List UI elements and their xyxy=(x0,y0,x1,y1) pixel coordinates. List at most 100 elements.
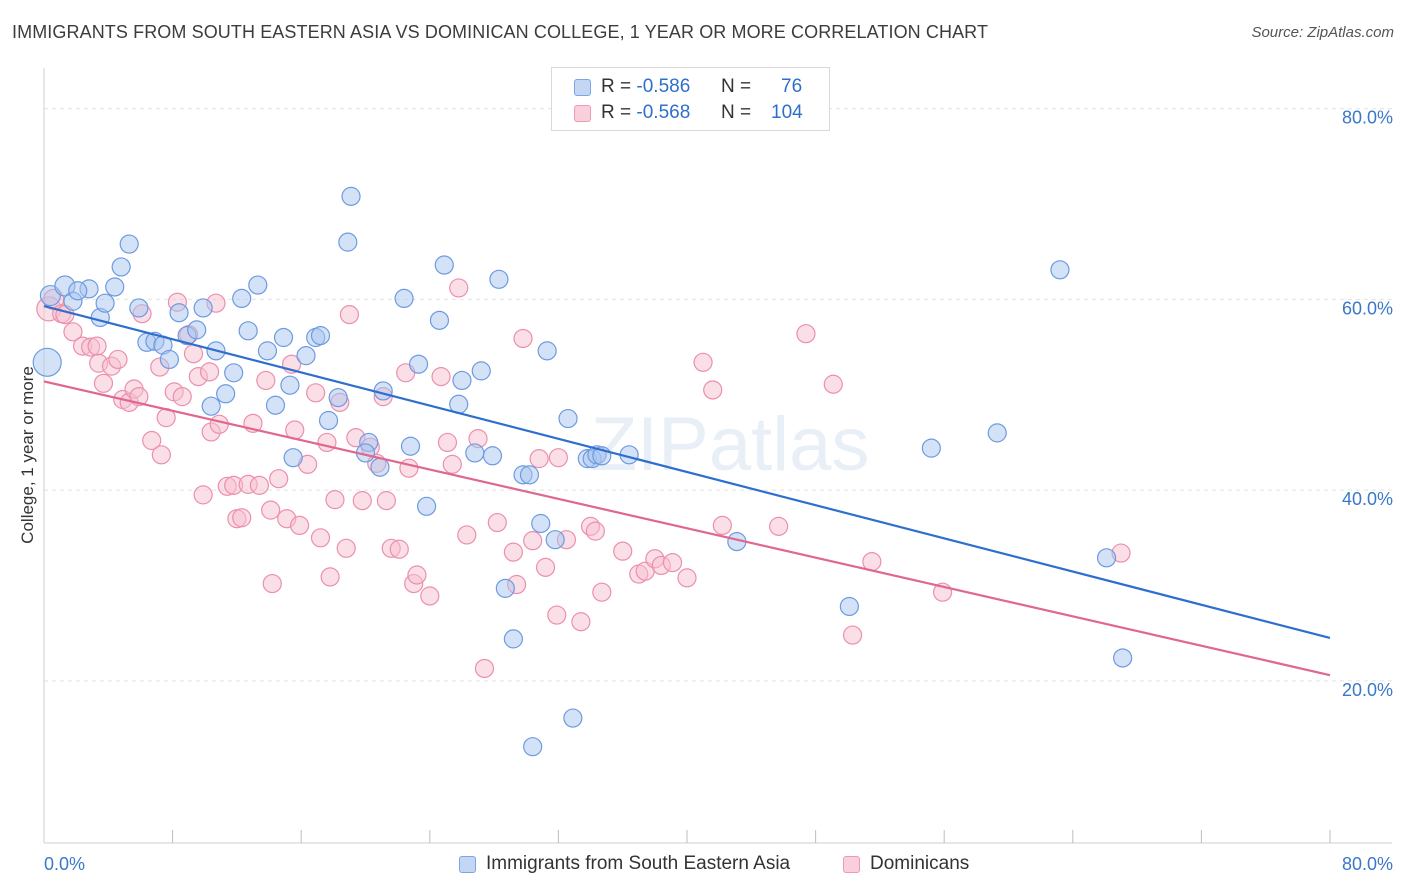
dominican-point xyxy=(108,349,128,370)
dominican-trend-line xyxy=(43,380,1331,677)
dominican-point xyxy=(407,565,427,585)
dominican-point xyxy=(376,491,396,511)
sea-point xyxy=(338,232,358,252)
sea-point xyxy=(452,370,472,391)
r-value: -0.586 xyxy=(636,76,691,97)
sea-point xyxy=(216,384,236,404)
n-label: N = xyxy=(721,102,752,123)
sea-point xyxy=(32,347,62,377)
dominican-point xyxy=(336,538,356,558)
correlation-legend: R = -0.586 N = 76 R = -0.568 N = 104 xyxy=(551,67,830,131)
dominican-point xyxy=(317,432,337,453)
r-label: R = xyxy=(601,102,632,123)
dominican-point xyxy=(249,475,270,495)
sea-point xyxy=(531,513,551,534)
sea-point xyxy=(283,448,303,468)
tick-labels: 20.0% 40.0% 60.0% 80.0% 0.0% 80.0% xyxy=(44,108,1393,874)
pink-swatch-icon xyxy=(574,104,591,122)
dominican-point xyxy=(585,521,605,541)
dominican-point xyxy=(437,432,458,453)
sea-point xyxy=(187,320,207,340)
dominican-point xyxy=(399,458,419,478)
dominican-point xyxy=(503,542,523,562)
sea-point xyxy=(111,257,131,277)
sea-point xyxy=(370,457,390,477)
dominican-point xyxy=(183,344,204,364)
x-tick-label: 80.0% xyxy=(1342,854,1393,874)
y-tick-label: 80.0% xyxy=(1342,108,1393,128)
sea-point xyxy=(201,396,221,416)
dominican-point xyxy=(842,625,863,645)
sea-point xyxy=(839,596,859,617)
sea-point xyxy=(434,255,454,275)
dominican-point xyxy=(352,491,372,511)
sea-points xyxy=(32,186,1133,757)
dominican-point xyxy=(87,336,107,356)
y-axis-label: College, 1 year or more xyxy=(18,366,37,544)
sea-point xyxy=(341,186,361,206)
chart-title: IMMIGRANTS FROM SOUTH EASTERN ASIA VS DO… xyxy=(12,22,989,42)
sea-point xyxy=(400,436,421,456)
sea-point xyxy=(416,496,437,516)
sea-point xyxy=(1096,548,1117,568)
dominican-point xyxy=(232,508,252,528)
sea-point xyxy=(193,298,213,318)
dominican-point xyxy=(269,469,289,489)
sea-point xyxy=(471,361,491,381)
dominican-point xyxy=(571,612,591,632)
dominican-point xyxy=(289,515,310,536)
sea-point xyxy=(265,395,286,415)
sea-point xyxy=(238,321,258,341)
r-label: R = xyxy=(601,76,632,97)
dominican-point xyxy=(474,658,495,679)
sea-point xyxy=(119,234,139,254)
dominican-point xyxy=(487,512,507,533)
dominican-point xyxy=(523,531,543,551)
sea-point xyxy=(296,346,316,366)
sea-point xyxy=(257,341,278,361)
legend-label: Immigrants from South Eastern Asia xyxy=(486,853,791,874)
sea-point xyxy=(921,438,941,458)
sea-point xyxy=(465,443,485,463)
x-tick-label: 0.0% xyxy=(44,854,85,874)
dominican-point xyxy=(199,362,220,382)
dominican-point xyxy=(256,370,276,391)
n-label: N = xyxy=(721,76,752,97)
grid-lines xyxy=(44,108,1392,682)
dominican-point xyxy=(823,374,843,394)
dominican-point xyxy=(339,305,360,325)
sea-point xyxy=(318,410,339,431)
dominican-point xyxy=(662,552,683,573)
dominican-point xyxy=(796,324,816,344)
sea-point xyxy=(537,341,557,361)
sea-point xyxy=(159,349,179,370)
dominican-point xyxy=(535,557,556,577)
axes xyxy=(43,68,1392,844)
dominican-point xyxy=(142,430,162,451)
sea-point xyxy=(280,375,300,395)
sea-point xyxy=(68,281,88,301)
sea-trend-line xyxy=(43,304,1331,640)
dominican-point xyxy=(693,352,713,372)
sea-point xyxy=(408,354,429,374)
sea-point xyxy=(328,387,348,408)
dominican-point xyxy=(703,380,723,400)
legend-row-sea: R = -0.586 N = 76 xyxy=(574,74,802,100)
dominican-point xyxy=(431,367,451,387)
sea-point xyxy=(482,446,503,466)
y-tick-label: 20.0% xyxy=(1342,680,1393,700)
dominican-point xyxy=(513,328,533,349)
dominican-point xyxy=(193,485,213,505)
dominican-point xyxy=(209,414,229,434)
r-value: -0.568 xyxy=(636,102,691,123)
r-stat: R = -0.568 xyxy=(601,102,721,124)
dominican-point xyxy=(548,448,569,468)
sea-point xyxy=(495,578,515,598)
sea-point xyxy=(429,310,450,330)
sea-point xyxy=(558,408,578,429)
dominican-point xyxy=(449,278,469,298)
sea-point xyxy=(987,423,1007,443)
watermark: ZIPatlas xyxy=(591,402,870,487)
sea-point xyxy=(95,293,115,313)
